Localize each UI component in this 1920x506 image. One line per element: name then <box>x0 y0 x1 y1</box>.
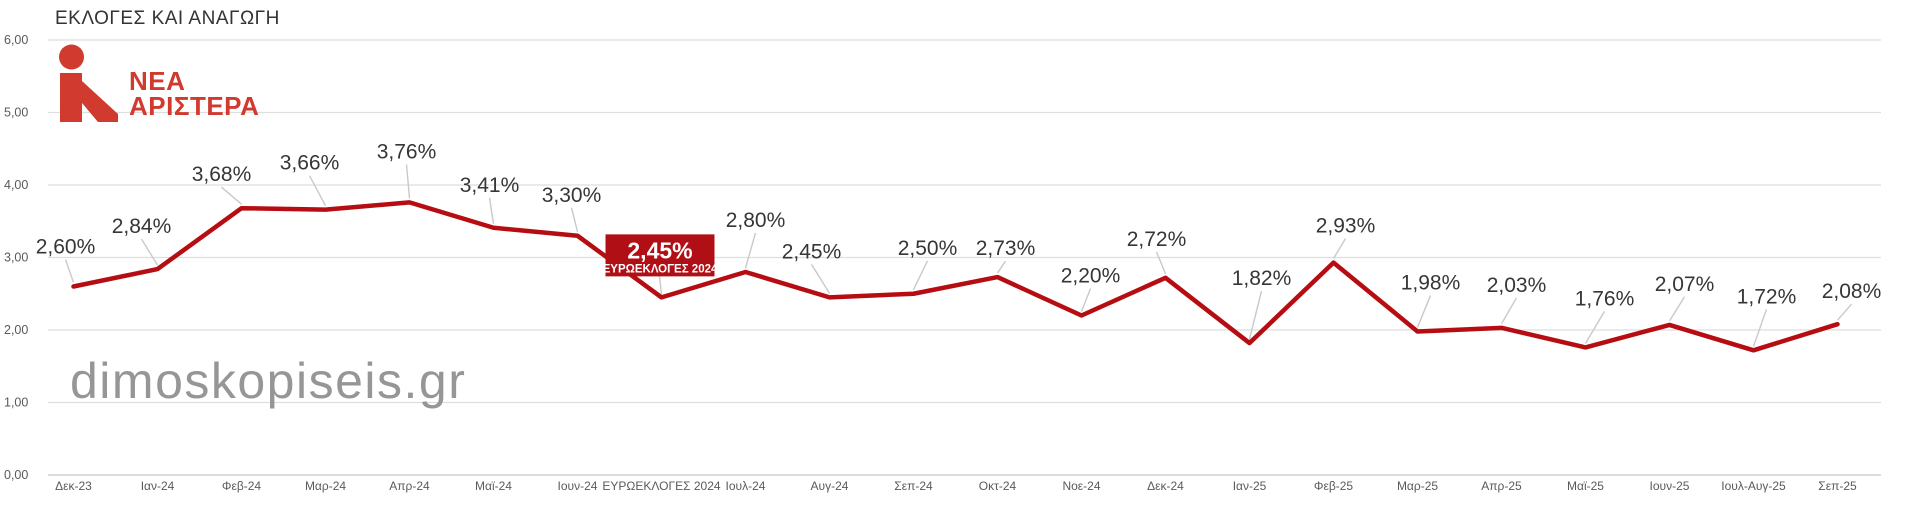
leader-line <box>996 260 1007 274</box>
leader-line <box>64 259 75 283</box>
data-point-label: 3,68% <box>192 163 252 186</box>
data-point-label: 2,07% <box>1655 273 1715 296</box>
x-tick-label: Δεκ-23 <box>55 479 92 493</box>
leader-line <box>1155 251 1167 275</box>
x-tick-label: Σεπ-25 <box>1818 479 1857 493</box>
y-tick-label: 4,00 <box>4 178 28 192</box>
y-tick-label: 1,00 <box>4 396 28 410</box>
x-tick-label: Ιουν-24 <box>558 479 598 493</box>
data-point-label: 2,84% <box>112 215 172 238</box>
logo-line-2: ΑΡΙΣΤΕΡΑ <box>129 91 260 121</box>
leader-line <box>140 238 159 266</box>
leader-line <box>1416 295 1432 328</box>
leader-line <box>405 164 411 199</box>
y-tick-label: 0,00 <box>4 468 28 482</box>
highlight-sublabel: ΕΥΡΩΕΚΛΟΓΕΣ 2024 <box>603 263 718 275</box>
x-tick-label: Νοε-24 <box>1062 479 1100 493</box>
leader-line <box>1248 290 1263 340</box>
leader-line <box>570 207 579 232</box>
leader-line <box>1584 311 1606 344</box>
data-point-label: 2,45% <box>782 240 842 263</box>
data-point-label: 1,72% <box>1737 285 1797 308</box>
highlight-leader-line <box>658 276 663 295</box>
data-point-label: 3,30% <box>542 184 602 207</box>
x-tick-label: Φεβ-25 <box>1314 479 1353 493</box>
x-tick-label: Απρ-24 <box>389 479 430 493</box>
data-point-label: 3,76% <box>377 140 437 163</box>
data-point-label: 1,98% <box>1401 271 1461 294</box>
nea-aristera-figure-icon <box>59 44 118 122</box>
data-point-label: 3,41% <box>460 174 520 197</box>
data-point-label: 1,76% <box>1575 287 1635 310</box>
data-point-label: 2,80% <box>726 209 786 232</box>
x-tick-label: Ιουλ-24 <box>726 479 766 493</box>
x-tick-label: Μαρ-25 <box>1397 479 1438 493</box>
x-tick-label: Ιαν-25 <box>1233 479 1267 493</box>
logo-wordmark: ΝΕΑ ΑΡΙΣΤΕΡΑ <box>129 66 260 121</box>
x-tick-label: Μαϊ-24 <box>475 479 512 493</box>
nea-aristera-logo: ΝΕΑ ΑΡΙΣΤΕΡΑ <box>57 44 259 122</box>
data-point-label: 2,20% <box>1061 265 1121 288</box>
x-tick-label: Ιουν-25 <box>1650 479 1690 493</box>
leader-line <box>912 260 929 291</box>
leader-line <box>744 232 757 269</box>
x-tick-label: Ιαν-24 <box>141 479 175 493</box>
leader-line <box>1080 288 1092 312</box>
x-tick-label: Ιουλ-Αυγ-25 <box>1721 479 1786 493</box>
leader-line <box>1836 303 1853 321</box>
x-tick-label: Οκτ-24 <box>979 479 1017 493</box>
data-point-label: 2,93% <box>1316 215 1376 238</box>
y-tick-label: 6,00 <box>4 33 28 47</box>
leader-line <box>1668 296 1686 322</box>
data-point-label: 2,72% <box>1127 228 1187 251</box>
data-point-label: 2,73% <box>976 237 1036 260</box>
x-tick-label: Σεπ-24 <box>894 479 933 493</box>
x-tick-label: Απρ-25 <box>1481 479 1522 493</box>
data-point-label: 2,08% <box>1822 280 1882 303</box>
x-tick-label: Αυγ-24 <box>811 479 849 493</box>
leader-line <box>221 186 242 205</box>
y-tick-label: 5,00 <box>4 106 28 120</box>
x-tick-label: Μαρ-24 <box>305 479 346 493</box>
page-title: ΕΚΛΟΓΕΣ ΚΑΙ ΑΝΑΓΩΓΗ <box>55 8 280 29</box>
leader-line <box>1332 238 1347 259</box>
leader-line <box>308 175 327 206</box>
data-point-label: 3,66% <box>280 152 340 175</box>
x-tick-label: Δεκ-24 <box>1147 479 1184 493</box>
highlight-box <box>605 234 715 277</box>
data-point-label: 2,03% <box>1487 274 1547 297</box>
watermark: dimoskopiseis.gr <box>70 353 467 409</box>
leader-line <box>810 264 831 294</box>
leader-line <box>1500 297 1518 325</box>
data-point-label: 1,82% <box>1232 267 1292 290</box>
y-tick-label: 3,00 <box>4 251 28 265</box>
data-point-label: 2,60% <box>36 236 96 259</box>
x-tick-label: Μαϊ-25 <box>1567 479 1604 493</box>
x-tick-label: ΕΥΡΩΕΚΛΟΓΕΣ 2024 <box>602 479 720 493</box>
highlight-value: 2,45% <box>627 237 692 263</box>
logo-line-1: ΝΕΑ <box>129 66 186 96</box>
leader-line <box>488 197 495 224</box>
leader-line <box>1752 309 1768 347</box>
x-tick-label: Φεβ-24 <box>222 479 261 493</box>
series-line <box>71 200 1840 353</box>
data-point-label: 2,50% <box>898 237 958 260</box>
y-tick-label: 2,00 <box>4 323 28 337</box>
